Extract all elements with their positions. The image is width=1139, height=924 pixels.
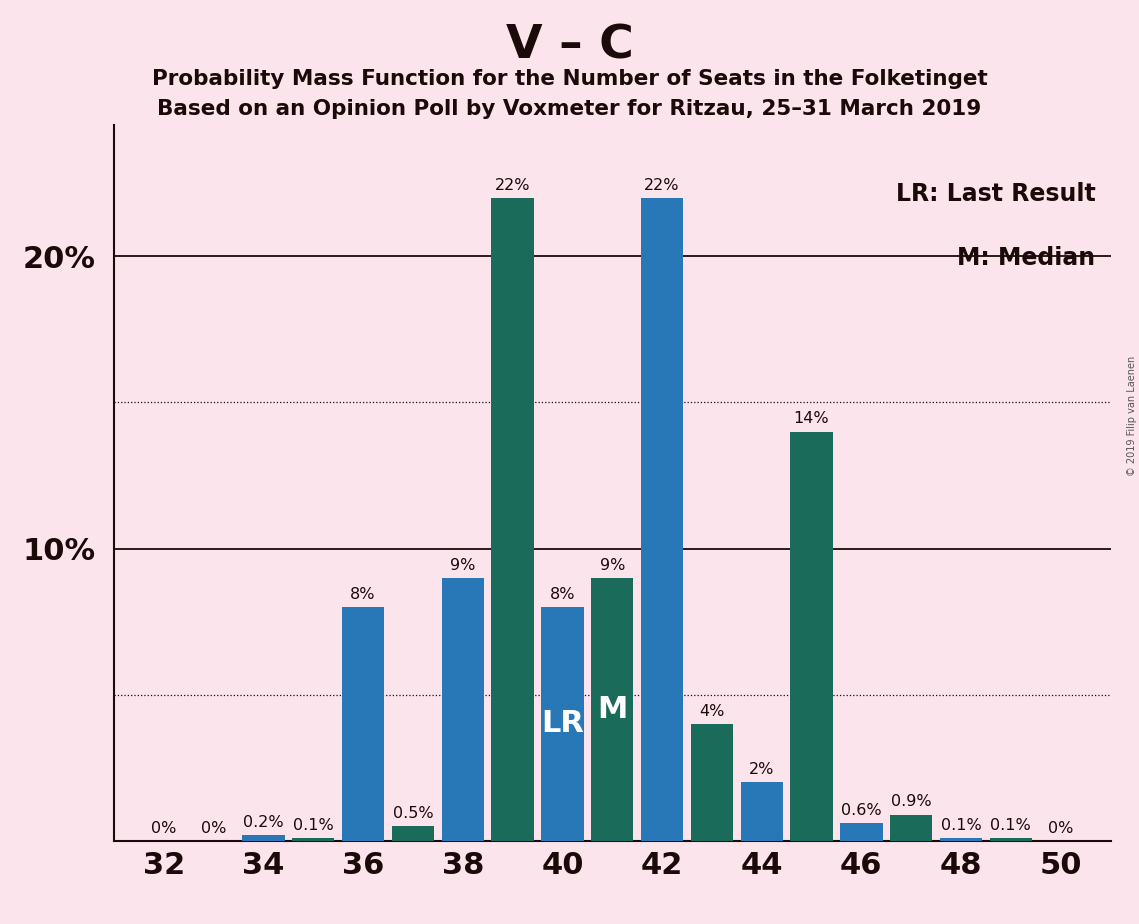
- Bar: [641, 198, 683, 841]
- Text: 0.1%: 0.1%: [991, 818, 1031, 833]
- Text: Probability Mass Function for the Number of Seats in the Folketinget: Probability Mass Function for the Number…: [151, 69, 988, 90]
- Text: 0%: 0%: [1048, 821, 1073, 835]
- Text: V – C: V – C: [506, 23, 633, 68]
- Text: 9%: 9%: [450, 557, 475, 573]
- Text: M: Median: M: Median: [958, 247, 1096, 271]
- Bar: [392, 826, 434, 841]
- Bar: [442, 578, 484, 841]
- Text: LR: LR: [541, 710, 584, 738]
- Text: 4%: 4%: [699, 704, 724, 719]
- Bar: [541, 607, 583, 841]
- Bar: [841, 823, 883, 841]
- Bar: [342, 607, 384, 841]
- Text: 0.1%: 0.1%: [293, 818, 334, 833]
- Bar: [990, 838, 1032, 841]
- Bar: [940, 838, 982, 841]
- Text: Based on an Opinion Poll by Voxmeter for Ritzau, 25–31 March 2019: Based on an Opinion Poll by Voxmeter for…: [157, 99, 982, 119]
- Bar: [243, 835, 285, 841]
- Text: 0.2%: 0.2%: [243, 815, 284, 830]
- Bar: [740, 783, 782, 841]
- Bar: [890, 815, 933, 841]
- Text: LR: Last Result: LR: Last Result: [896, 182, 1096, 206]
- Text: M: M: [597, 695, 628, 723]
- Text: 8%: 8%: [550, 587, 575, 602]
- Text: 22%: 22%: [645, 177, 680, 192]
- Text: 14%: 14%: [794, 411, 829, 426]
- Text: 0.1%: 0.1%: [941, 818, 982, 833]
- Text: 8%: 8%: [351, 587, 376, 602]
- Bar: [591, 578, 633, 841]
- Text: 9%: 9%: [599, 557, 625, 573]
- Bar: [292, 838, 335, 841]
- Text: 22%: 22%: [494, 177, 531, 192]
- Text: 0.6%: 0.6%: [841, 803, 882, 818]
- Text: © 2019 Filip van Laenen: © 2019 Filip van Laenen: [1128, 356, 1137, 476]
- Bar: [790, 432, 833, 841]
- Text: 2%: 2%: [749, 762, 775, 777]
- Text: 0.5%: 0.5%: [393, 806, 433, 821]
- Text: 0.9%: 0.9%: [891, 795, 932, 809]
- Bar: [690, 723, 734, 841]
- Text: 0%: 0%: [151, 821, 177, 835]
- Text: 0%: 0%: [200, 821, 227, 835]
- Bar: [491, 198, 534, 841]
